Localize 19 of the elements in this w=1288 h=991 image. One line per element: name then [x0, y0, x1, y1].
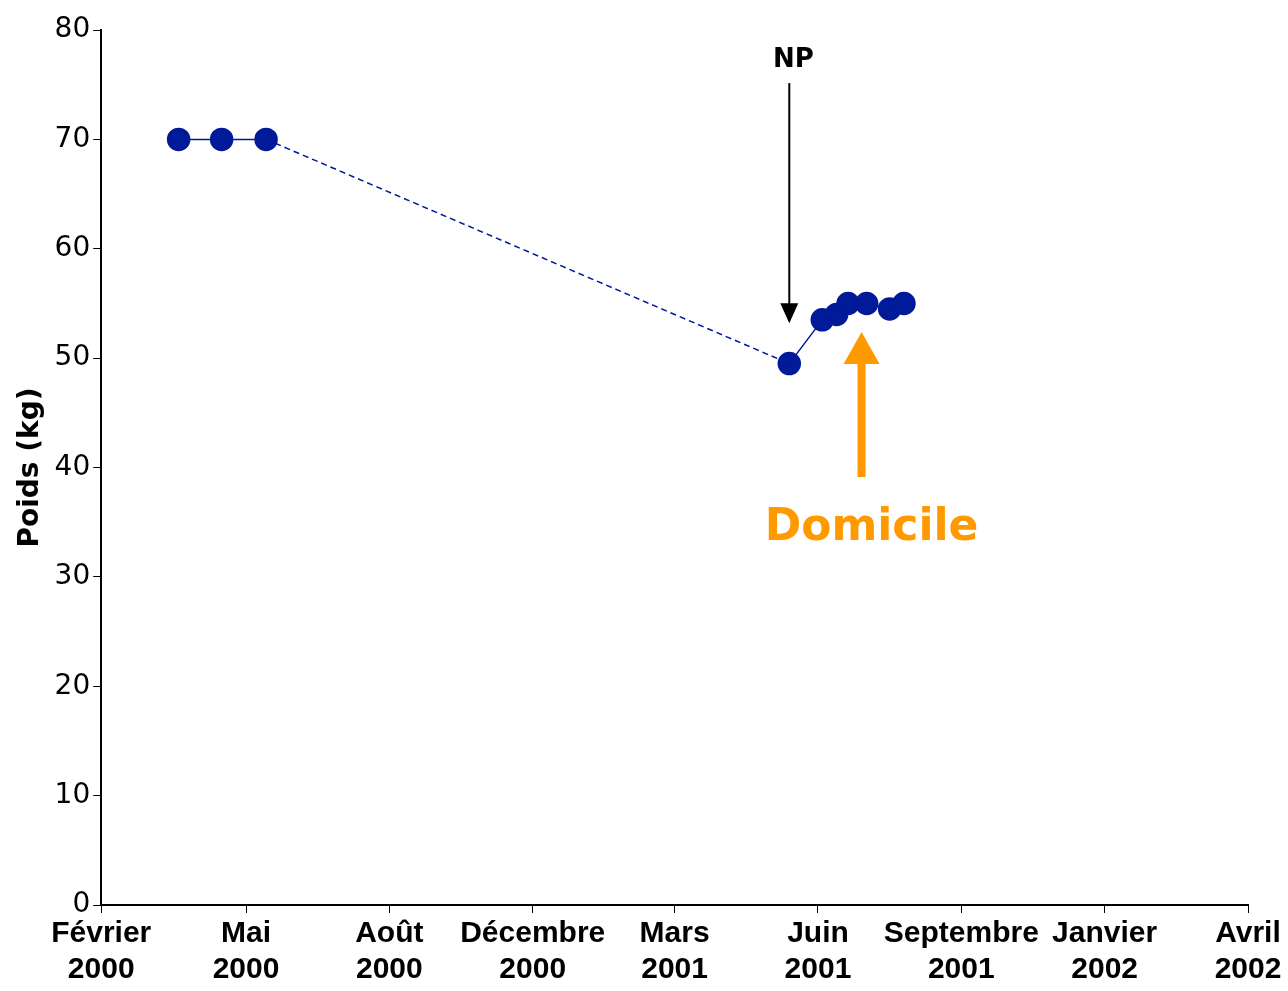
x-tick-label: Mars 2001: [639, 915, 710, 985]
y-tick-label: 80: [54, 11, 91, 45]
x-tick-label: Août 2000: [355, 915, 424, 985]
x-tick-label: Décembre 2000: [460, 915, 606, 985]
annotation: NP: [772, 42, 814, 73]
y-axis-title: Poids (kg): [12, 387, 46, 548]
x-tick-label: Janvier 2002: [1052, 915, 1158, 985]
y-tick-label: 60: [54, 230, 91, 264]
y-tick-label: 70: [54, 120, 91, 154]
annotation: Domicile: [764, 499, 979, 551]
y-tick-label: 40: [54, 448, 91, 482]
x-tick-label: Mai 2000: [212, 915, 280, 985]
y-tick-label: 30: [54, 558, 91, 592]
y-tick-label: 50: [54, 339, 91, 373]
x-tick-label: Septembre 2001: [883, 915, 1039, 985]
y-tick-label: 20: [54, 667, 91, 701]
x-tick-label: Avril 2002: [1214, 915, 1282, 985]
y-tick-label: 10: [54, 776, 91, 810]
x-tick-label: Juin 2001: [784, 915, 852, 985]
